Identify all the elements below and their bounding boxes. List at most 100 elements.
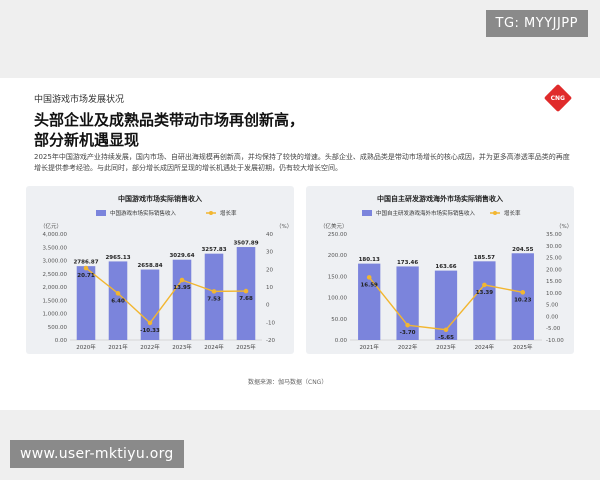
- growth-rate-label: -5.65: [438, 335, 454, 341]
- headline-line-2: 部分新机遇显现: [34, 131, 140, 149]
- x-tick-label: 2022年: [140, 343, 160, 351]
- y-tick-right: 35.00: [546, 232, 562, 238]
- x-tick-label: 2024年: [475, 343, 495, 351]
- growth-rate-point: [366, 275, 372, 280]
- y-tick-left: 1,500.00: [43, 298, 68, 304]
- y-tick-left: 200.00: [328, 253, 348, 259]
- growth-rate-label: 20.71: [77, 273, 95, 279]
- logo-text: CNG: [550, 94, 566, 102]
- y-tick-right: 15.00: [546, 279, 562, 285]
- growth-rate-label: 6.40: [111, 298, 125, 304]
- y-tick-left: 4,000.00: [43, 232, 68, 238]
- y-tick-right: 40: [266, 232, 273, 238]
- legend-line-label: 增长率: [504, 209, 521, 217]
- y-tick-left: 100.00: [328, 296, 348, 302]
- y-tick-left: 0.00: [335, 338, 348, 344]
- growth-rate-point: [520, 290, 526, 295]
- growth-rate-label: -10.33: [140, 328, 160, 334]
- legend-bar-label: 中国自主研发游戏海外市场实际销售收入: [376, 209, 476, 217]
- bar: [172, 259, 192, 340]
- y-tick-right: 10: [266, 285, 273, 291]
- growth-rate-label: 13.39: [476, 290, 494, 296]
- chart-card-overseas: 中国自主研发游戏海外市场实际销售收入 中国自主研发游戏海外市场实际销售收入 增长率（…: [306, 186, 574, 354]
- bar-value-label: 3029.64: [169, 253, 194, 259]
- bar: [511, 253, 534, 340]
- watermark-top: TG: MYYJJPP: [485, 10, 588, 37]
- bar-value-label: 2658.84: [137, 263, 162, 269]
- y-axis-left-unit: （亿美元）: [320, 222, 348, 230]
- bar: [204, 253, 224, 340]
- y-tick-right: -5.00: [546, 326, 561, 332]
- x-tick-label: 2020年: [76, 343, 96, 351]
- x-tick-label: 2025年: [236, 343, 256, 351]
- y-tick-right: 0: [266, 303, 270, 309]
- growth-rate-point: [243, 288, 249, 294]
- bar-value-label: 185.57: [474, 255, 495, 261]
- x-tick-label: 2025年: [513, 343, 533, 351]
- y-axis-left-unit: （亿元）: [40, 222, 62, 230]
- summary-paragraph: 2025年中国游戏产业持续发展，国内市场、自研出海规模再创新高，并均保持了较快的…: [34, 153, 570, 172]
- x-tick-label: 2021年: [108, 343, 128, 351]
- legend-line-marker: [493, 211, 497, 215]
- x-tick-label: 2023年: [172, 343, 192, 351]
- data-source: 数据来源：伽马数据（CNG）: [248, 379, 328, 386]
- bar: [236, 247, 256, 340]
- y-tick-left: 2,500.00: [43, 272, 68, 278]
- y-tick-right: 30.00: [546, 244, 562, 250]
- bar-value-label: 3507.89: [233, 241, 258, 247]
- growth-rate-label: 13.95: [173, 285, 191, 291]
- y-tick-right: -20: [266, 338, 275, 344]
- growth-rate-label: -3.70: [400, 330, 416, 336]
- growth-rate-point: [482, 282, 487, 288]
- growth-rate-point: [115, 291, 121, 296]
- y-tick-right: -10: [266, 320, 275, 326]
- chart-title: 中国游戏市场实际销售收入: [118, 194, 202, 203]
- growth-rate-label: 10.23: [514, 297, 532, 303]
- chart-card-domestic: 中国游戏市场实际销售收入 中国游戏市场实际销售收入 增长率 （亿元） （%） 0.00 50…: [26, 186, 294, 354]
- y-tick-right: 20.00: [546, 267, 562, 273]
- legend-bar-label: 中国游戏市场实际销售收入: [110, 209, 177, 217]
- y-tick-left: 3,000.00: [43, 259, 68, 265]
- x-tick-label: 2021年: [359, 343, 379, 351]
- y-tick-left: 250.00: [328, 232, 348, 238]
- y-tick-right: -10.00: [546, 338, 564, 344]
- y-tick-right: 20: [266, 267, 273, 273]
- y-tick-left: 0.00: [55, 338, 68, 344]
- bar: [140, 269, 160, 340]
- growth-rate-point: [179, 277, 185, 283]
- y-tick-left: 2,000.00: [43, 285, 68, 291]
- growth-rate-point: [147, 320, 153, 326]
- bar-value-label: 204.55: [512, 247, 533, 253]
- growth-rate-point: [83, 265, 89, 271]
- growth-rate-line: [85, 267, 247, 324]
- y-tick-right: 30: [266, 250, 273, 256]
- y-axis-right-unit: （%）: [556, 223, 572, 230]
- x-tick-label: 2023年: [436, 343, 456, 351]
- y-axis-right-unit: （%）: [276, 223, 292, 230]
- y-tick-right: 10.00: [546, 291, 562, 297]
- y-tick-right: 0.00: [546, 314, 559, 320]
- growth-rate-point: [211, 289, 217, 294]
- y-tick-left: 1,000.00: [43, 312, 68, 318]
- bar: [396, 266, 419, 340]
- chart-title: 中国自主研发游戏海外市场实际销售收入: [377, 194, 503, 203]
- bar-value-label: 2786.87: [73, 260, 98, 266]
- growth-rate-label: 7.53: [207, 296, 221, 302]
- x-tick-label: 2022年: [398, 343, 418, 351]
- legend-bar-swatch: [96, 210, 106, 216]
- growth-rate-label: 7.68: [239, 296, 253, 302]
- bar-value-label: 2965.13: [105, 255, 130, 261]
- bar: [358, 263, 381, 340]
- bar: [473, 261, 496, 340]
- growth-rate-point: [443, 327, 449, 333]
- legend-line-label: 增长率: [220, 209, 237, 217]
- bar: [76, 266, 96, 340]
- x-tick-label: 2024年: [204, 343, 224, 351]
- legend-bar-swatch: [362, 210, 372, 216]
- growth-rate-point: [405, 322, 410, 328]
- y-tick-left: 50.00: [331, 317, 347, 323]
- bar-value-label: 180.13: [359, 257, 380, 263]
